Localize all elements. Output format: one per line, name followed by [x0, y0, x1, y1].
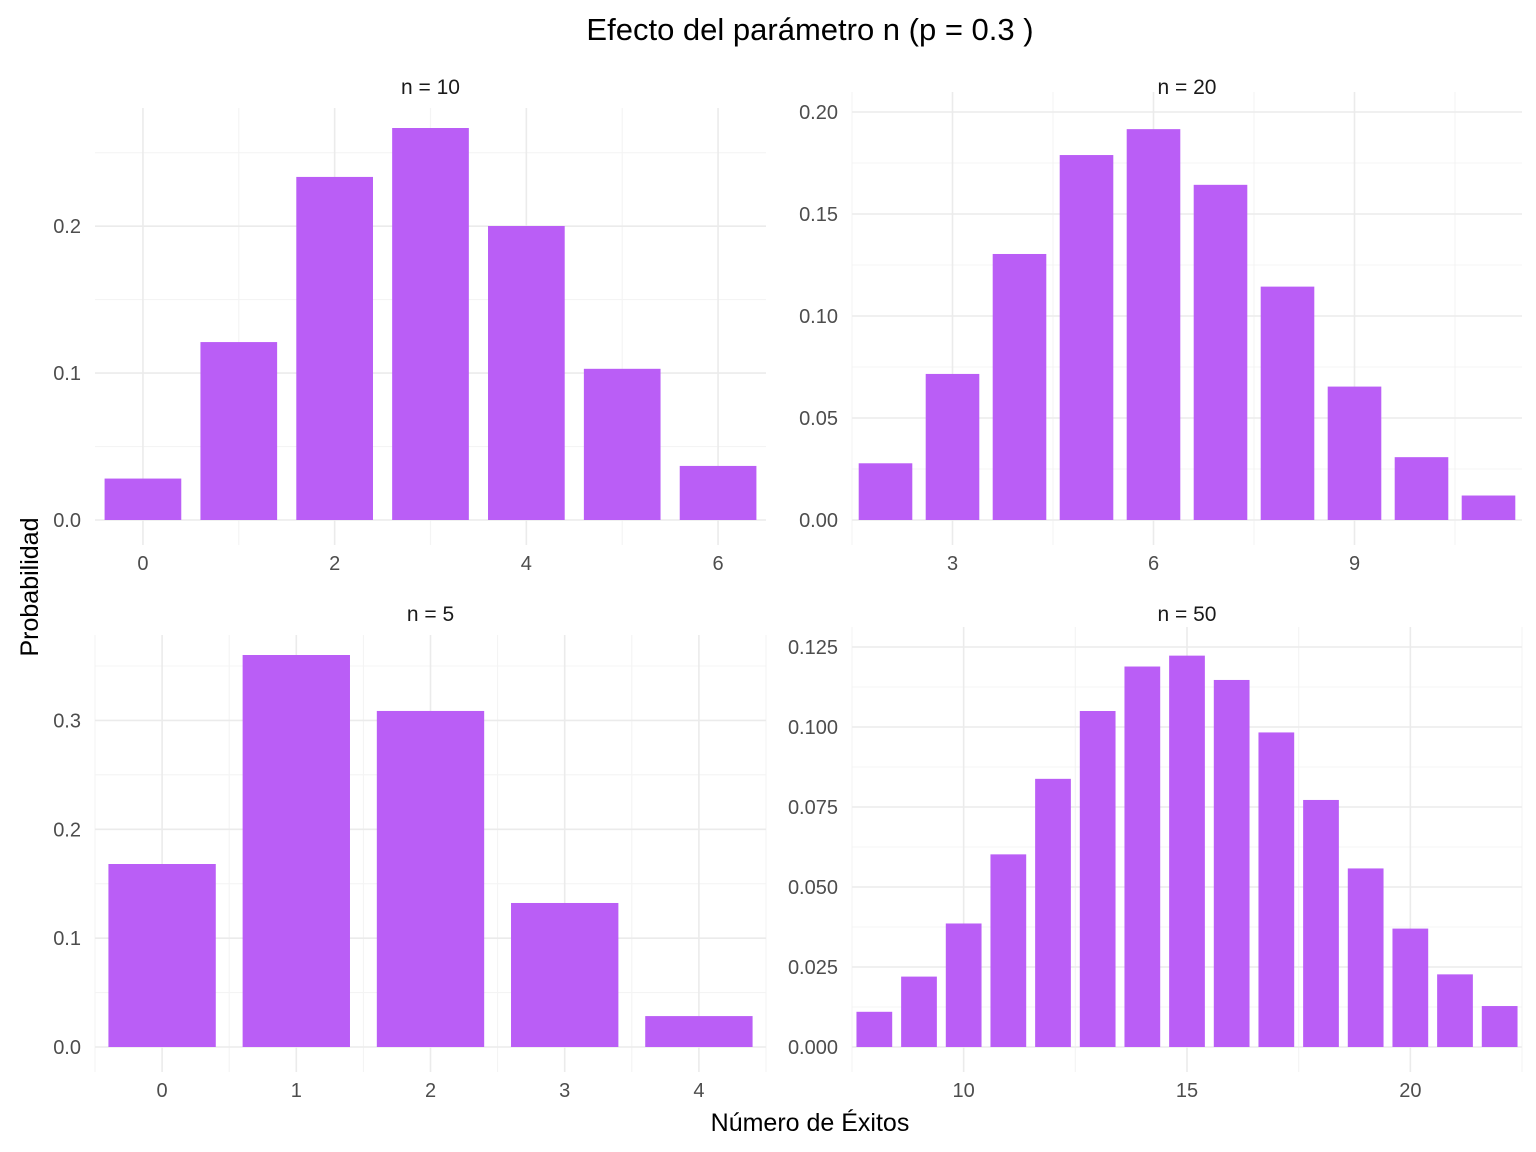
- bar-19: [1347, 868, 1384, 1047]
- y-tick-label: 0.15: [799, 204, 838, 226]
- bar-3: [392, 128, 469, 520]
- bar-1: [242, 655, 350, 1047]
- bar-8: [856, 1011, 893, 1047]
- x-tick-label: 3: [559, 1080, 570, 1102]
- bar-22: [1481, 1006, 1518, 1047]
- bar-12: [1035, 778, 1071, 1047]
- bar-3: [511, 902, 619, 1047]
- x-tick-label: 20: [1399, 1080, 1421, 1102]
- bar-20: [1392, 928, 1429, 1047]
- bar-3: [925, 373, 980, 520]
- y-tick-label: 0.100: [788, 717, 838, 739]
- x-tick-label: 6: [713, 553, 724, 575]
- bar-14: [1124, 666, 1161, 1047]
- y-tick-label: 0.1: [53, 363, 81, 385]
- y-tick-label: 0.0: [53, 510, 81, 532]
- y-tick-label: 0.075: [788, 797, 838, 819]
- x-tick-label: 0: [157, 1080, 168, 1102]
- x-tick-label: 6: [1148, 553, 1159, 575]
- y-tick-label: 0.050: [788, 877, 838, 899]
- y-tick-label: 0.025: [788, 957, 838, 979]
- x-tick-label: 2: [329, 553, 340, 575]
- facet-label: n = 20: [1158, 76, 1217, 99]
- x-axis-title: Número de Éxitos: [711, 1108, 910, 1137]
- bar-4: [645, 1016, 753, 1047]
- y-tick-label: 0.0: [53, 1037, 81, 1059]
- bar-11: [990, 854, 1027, 1047]
- bar-6: [1126, 129, 1181, 521]
- bar-2: [376, 710, 485, 1047]
- y-tick-label: 0.2: [53, 819, 81, 841]
- bar-9: [901, 976, 937, 1047]
- bar-16: [1213, 679, 1250, 1047]
- bar-0: [104, 478, 182, 520]
- x-tick-label: 3: [947, 553, 958, 575]
- y-tick-label: 0.10: [799, 306, 838, 328]
- facet-label: n = 10: [401, 76, 460, 99]
- bar-17: [1258, 732, 1295, 1047]
- x-tick-label: 15: [1176, 1080, 1198, 1102]
- x-tick-label: 4: [693, 1080, 704, 1102]
- bar-4: [992, 253, 1047, 520]
- y-tick-label: 0.00: [799, 510, 838, 532]
- y-tick-label: 0.20: [799, 102, 838, 124]
- y-tick-label: 0.000: [788, 1037, 838, 1059]
- facet-label: n = 5: [407, 603, 454, 626]
- bar-1: [200, 342, 278, 520]
- x-tick-label: 1: [291, 1080, 302, 1102]
- bar-2: [296, 176, 373, 520]
- panel-3: n = 50 0.000 0.025 0.050 0.075 0.100 0.125 10 15…: [788, 603, 1523, 1102]
- x-tick-label: 0: [137, 553, 148, 575]
- bar-13: [1079, 711, 1116, 1047]
- bar-15: [1169, 655, 1205, 1047]
- bar-6: [679, 465, 757, 520]
- y-tick-label: 0.1: [53, 928, 81, 950]
- bar-0: [108, 864, 216, 1047]
- chart-title: Efecto del parámetro n (p = 0.3 ): [586, 12, 1033, 47]
- x-tick-label: 9: [1349, 553, 1360, 575]
- bar-8: [1260, 286, 1315, 520]
- bar-5: [1059, 155, 1114, 520]
- y-tick-label: 0.3: [53, 710, 81, 732]
- panel-0: n = 10 0.0 0.1 0.2 0 2 4 6: [53, 76, 766, 575]
- bar-2: [858, 463, 913, 520]
- panel-1: n = 20 0.00 0.05 0.10 0.15 0.20 3 6 9: [799, 76, 1522, 575]
- x-tick-label: 4: [521, 553, 532, 575]
- y-tick-label: 0.125: [788, 637, 838, 659]
- bar-4: [488, 226, 565, 520]
- bar-11: [1461, 495, 1516, 520]
- bar-5: [583, 368, 661, 520]
- bar-7: [1193, 184, 1248, 520]
- panel-2: n = 5 0.0 0.1 0.2 0.3 0 1 2 3 4: [53, 603, 767, 1102]
- bar-10: [1394, 457, 1449, 520]
- facet-label: n = 50: [1158, 603, 1217, 626]
- bar-18: [1303, 799, 1339, 1047]
- y-axis-title: Probabilidad: [16, 518, 44, 657]
- y-tick-label: 0.2: [53, 216, 81, 238]
- bar-9: [1327, 386, 1382, 520]
- y-tick-label: 0.05: [799, 408, 838, 430]
- x-tick-label: 10: [953, 1080, 975, 1102]
- bar-21: [1437, 974, 1473, 1047]
- x-tick-label: 2: [425, 1080, 436, 1102]
- facet-panels: n = 100.00.10.20 2 4 6n = 200.000.050.100.1…: [53, 76, 1523, 1102]
- bar-10: [945, 923, 982, 1047]
